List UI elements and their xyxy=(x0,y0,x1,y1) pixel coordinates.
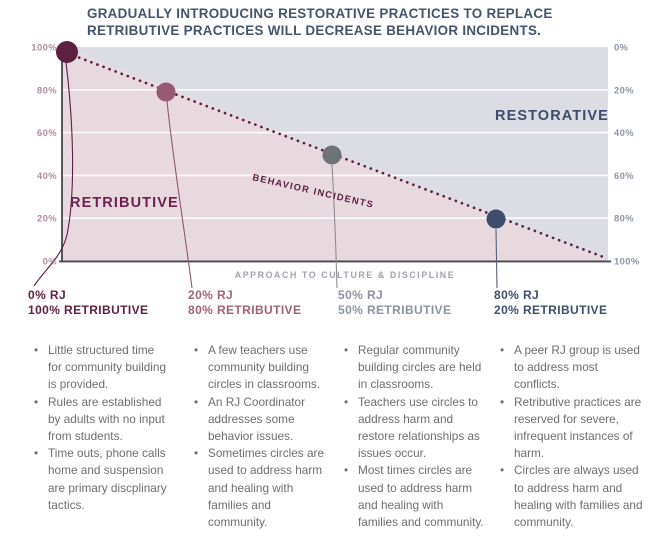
data-point-100-retributive xyxy=(56,41,78,63)
bullet-item: Little structured time for community bui… xyxy=(34,342,170,394)
data-point-80-retributive xyxy=(156,82,176,102)
bullet-item: A few teachers use community building ci… xyxy=(194,342,330,394)
column-retributive-label: 20% RETRIBUTIVE xyxy=(494,303,608,317)
y-axis-right-tick-1: 20% xyxy=(614,84,634,95)
bullet-item: Most times circles are used to address h… xyxy=(344,462,484,531)
column-1-retributive-80: 20% RJ 80% RETRIBUTIVE A few teachers us… xyxy=(188,288,330,531)
leader-line-1 xyxy=(166,100,193,289)
column-bullet-list: Little structured time for community bui… xyxy=(28,342,170,514)
bullet-item: Rules are established by adults with no … xyxy=(34,394,170,446)
column-0-retributive-100: 0% RJ 100% RETRIBUTIVE Little structured… xyxy=(28,288,170,514)
column-bullet-list: A peer RJ group is used to address most … xyxy=(494,342,644,531)
leader-line-2 xyxy=(331,164,338,289)
column-rj-label: 0% RJ xyxy=(28,288,67,302)
column-bullet-list: A few teachers use community building ci… xyxy=(188,342,330,531)
bullet-item: Circles are always used to address harm … xyxy=(500,462,644,531)
page-title: GRADUALLY INTRODUCING RESTORATIVE PRACTI… xyxy=(87,6,592,39)
column-rj-label: 20% RJ xyxy=(188,288,234,302)
column-retributive-label: 50% RETRIBUTIVE xyxy=(338,303,452,317)
column-3-retributive-20: 80% RJ 20% RETRIBUTIVE A peer RJ group i… xyxy=(494,288,644,531)
column-2-retributive-50: 50% RJ 50% RETRIBUTIVE Regular community… xyxy=(338,288,484,531)
y-axis-right-tick-3: 60% xyxy=(614,170,634,181)
leader-line-3 xyxy=(495,228,498,289)
y-axis-right-ticks: 0% 20% 40% 60% 80% 100% xyxy=(614,42,640,267)
column-rj-label: 50% RJ xyxy=(338,288,384,302)
y-axis-left-ticks: 100% 80% 60% 40% 20% 0% xyxy=(31,42,58,267)
retributive-region-label: RETRIBUTIVE xyxy=(70,195,179,211)
bullet-item: Time outs, phone calls home and suspensi… xyxy=(34,445,170,514)
column-bullet-list: Regular community building circles are h… xyxy=(338,342,484,531)
bullet-item: Regular community building circles are h… xyxy=(344,342,484,394)
column-rj-label: 80% RJ xyxy=(494,288,540,302)
behavior-incidents-dotted-line xyxy=(65,51,608,260)
y-axis-left-tick-3: 40% xyxy=(37,170,57,181)
y-axis-left-tick-0: 100% xyxy=(31,42,57,53)
chart: RETRIBUTIVE RESTORATIVE BEHAVIOR INCIDEN… xyxy=(31,41,640,289)
bullet-item: Teachers use circles to address harm and… xyxy=(344,394,484,463)
y-axis-right-tick-0: 0% xyxy=(614,42,629,53)
leader-line-0 xyxy=(33,61,74,287)
y-axis-right-tick-4: 80% xyxy=(614,213,634,224)
bullet-item: Retributive practices are reserved for s… xyxy=(500,394,644,463)
y-axis-left-tick-1: 80% xyxy=(37,84,57,95)
page-title-line-1: GRADUALLY INTRODUCING RESTORATIVE PRACTI… xyxy=(87,6,553,21)
x-axis-title: APPROACH TO CULTURE & DISCIPLINE xyxy=(235,270,455,280)
data-point-50-retributive xyxy=(322,145,342,165)
y-axis-left-tick-5: 0% xyxy=(43,256,58,267)
column-retributive-label: 80% RETRIBUTIVE xyxy=(188,303,302,317)
bullet-item: Sometimes circles are used to address ha… xyxy=(194,445,330,531)
column-retributive-label: 100% RETRIBUTIVE xyxy=(28,303,149,317)
y-axis-right-tick-2: 40% xyxy=(614,127,634,138)
bullet-item: A peer RJ group is used to address most … xyxy=(500,342,644,394)
data-point-20-retributive xyxy=(486,209,506,229)
gridlines xyxy=(59,88,608,219)
y-axis-right-tick-5: 100% xyxy=(614,256,640,267)
restorative-region-label: RESTORATIVE xyxy=(495,108,609,124)
y-axis-left-tick-4: 20% xyxy=(37,213,57,224)
y-axis-left-tick-2: 60% xyxy=(37,127,57,138)
bullet-item: An RJ Coordinator addresses some behavio… xyxy=(194,394,330,446)
page-title-line-2: RETRIBUTIVE PRACTICES WILL DECREASE BEHA… xyxy=(87,22,542,38)
